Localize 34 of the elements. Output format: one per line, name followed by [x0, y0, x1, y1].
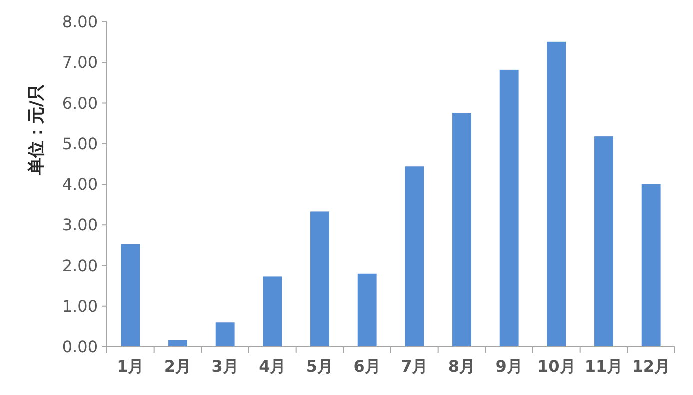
bar — [310, 212, 330, 347]
x-tick-label: 6月 — [354, 357, 381, 376]
x-tick-label: 3月 — [212, 357, 239, 376]
x-tick-label: 8月 — [448, 357, 476, 376]
x-tick-label: 12月 — [632, 357, 670, 376]
x-tick-label: 7月 — [401, 357, 428, 376]
x-tick-label: 2月 — [164, 357, 192, 376]
y-tick-label: 8.00 — [62, 12, 98, 32]
bar — [121, 244, 140, 347]
bar — [642, 184, 661, 347]
y-tick-label: 7.00 — [62, 53, 98, 72]
x-tick-label: 11月 — [584, 357, 624, 376]
bar — [358, 274, 377, 347]
y-tick-label: 5.00 — [62, 134, 98, 154]
bar — [216, 322, 235, 347]
bar — [168, 340, 188, 347]
y-tick-label: 0.00 — [62, 338, 98, 356]
bar — [263, 276, 282, 347]
x-tick-label: 4月 — [259, 357, 286, 376]
bar — [405, 166, 424, 347]
x-tick-label: 9月 — [496, 357, 523, 376]
x-tick-label: 10月 — [538, 357, 576, 376]
y-tick-label: 6.00 — [62, 94, 98, 113]
bar — [500, 70, 519, 347]
y-tick-label: 4.00 — [62, 175, 98, 194]
y-tick-label: 2.00 — [62, 256, 98, 276]
x-tick-label: 5月 — [306, 357, 334, 376]
y-tick-label: 1.00 — [62, 296, 98, 316]
bar — [452, 113, 472, 347]
x-tick-label: 1月 — [117, 357, 144, 376]
bar — [547, 42, 566, 347]
bar — [594, 136, 614, 347]
y-tick-label: 3.00 — [62, 216, 98, 235]
y-axis-title: 单位：元/只 — [27, 84, 47, 176]
